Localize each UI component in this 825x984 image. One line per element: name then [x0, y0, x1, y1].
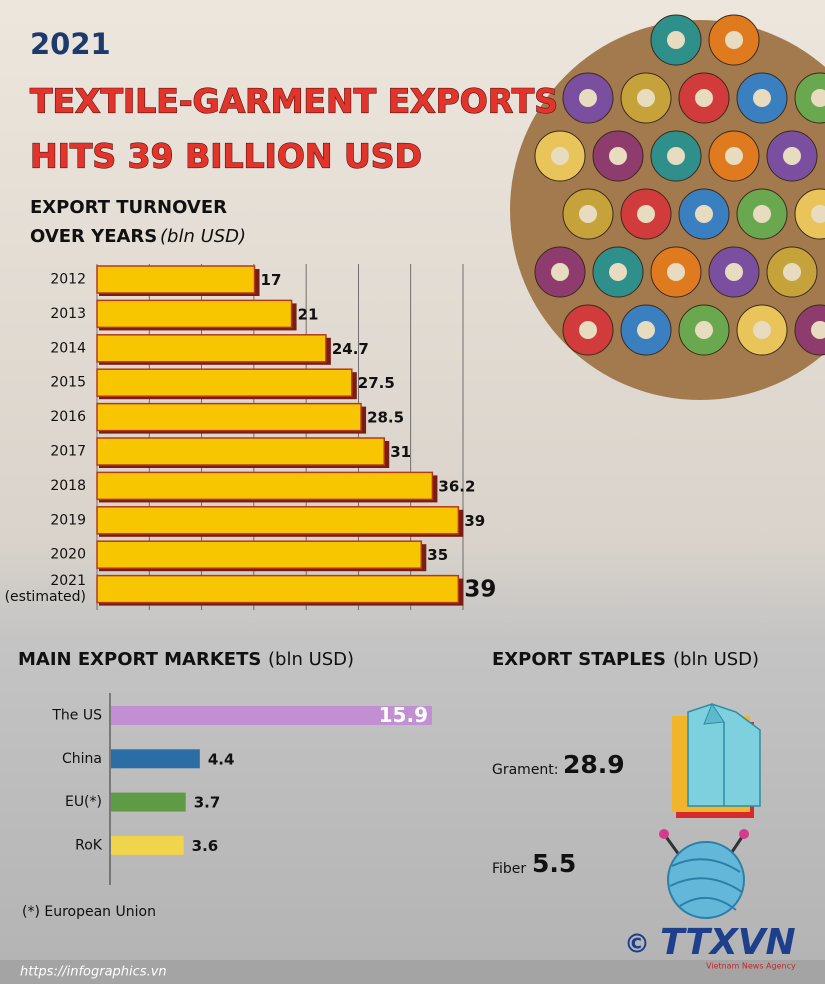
spool-hole: [783, 147, 801, 165]
value-label: 27.5: [358, 374, 395, 392]
bar: [96, 471, 434, 501]
spool-hole: [725, 31, 743, 49]
y-tick-label: 2019: [50, 512, 86, 528]
footer-strip: [0, 960, 825, 984]
spool-hole: [637, 205, 655, 223]
bar: [96, 368, 353, 397]
spool-hole: [551, 147, 569, 165]
bar: [96, 402, 362, 432]
spool-hole: [753, 321, 771, 339]
value-label: 15.9: [379, 703, 428, 727]
y-tick-label: China: [62, 751, 102, 767]
y-tick-label: 2017: [50, 444, 86, 460]
agency: Vietnam News Agency: [706, 962, 796, 971]
staple-label: Fiber: [492, 861, 526, 877]
bar: [96, 540, 423, 569]
value-label: 17: [261, 271, 282, 289]
value-label: 4.4: [208, 750, 235, 768]
bar: [111, 749, 200, 769]
bar: [96, 506, 460, 535]
value-label: 36.2: [438, 477, 475, 495]
y-tick-label: 2016: [50, 409, 86, 425]
spool: [794, 304, 825, 356]
chart-unit: (bln USD): [268, 649, 354, 670]
spool-hole: [579, 205, 597, 223]
yarn-icon: [659, 829, 749, 919]
spool-hole: [637, 321, 655, 339]
spool-hole: [811, 321, 825, 339]
value-label: 3.6: [192, 837, 219, 855]
shirt-icon: [672, 702, 761, 818]
value-label: 3.7: [194, 794, 221, 812]
y-tick-label: 2020: [50, 547, 86, 563]
bar: [96, 437, 385, 466]
staple-value: 28.9: [563, 750, 625, 779]
spool-hole: [753, 205, 771, 223]
chart-title: EXPORT TURNOVER OVER YEARS: [30, 197, 227, 247]
y-tick-label: 2018: [50, 478, 86, 494]
bar: [111, 835, 184, 855]
y-tick-label: The US: [51, 708, 102, 724]
spool-hole: [695, 321, 713, 339]
y-tick-label: 2015: [50, 375, 86, 391]
chart-unit: (bln USD): [160, 226, 246, 247]
copyright: ©: [624, 930, 650, 960]
spool-hole: [579, 321, 597, 339]
source: https://infographics.vn: [20, 965, 167, 980]
staple-value: 5.5: [532, 849, 576, 878]
staple-label: Grament:: [492, 762, 559, 778]
spool-hole: [783, 263, 801, 281]
spool-hole: [725, 263, 743, 281]
section-unit: (bln USD): [673, 649, 759, 670]
value-label: 21: [298, 305, 319, 323]
logo: TTXVN: [660, 922, 796, 963]
y-tick-label: EU(*): [65, 794, 102, 810]
spool-hole: [725, 147, 743, 165]
y-tick-label: RoK: [75, 837, 103, 853]
chart-title: MAIN EXPORT MARKETS: [18, 649, 261, 670]
y-tick-label: 2021 (estimated): [5, 573, 86, 605]
spool-hole: [551, 263, 569, 281]
value-label: 31: [390, 443, 411, 461]
spool-hole: [667, 31, 685, 49]
spool-hole: [579, 89, 597, 107]
bar: [96, 574, 460, 604]
value-label: 39: [464, 577, 496, 603]
y-tick-label: 2014: [50, 340, 86, 356]
spool-hole: [695, 205, 713, 223]
value-label: 39: [464, 512, 485, 530]
section-title: EXPORT STAPLES: [492, 649, 666, 670]
spool-hole: [695, 89, 713, 107]
spool: [794, 188, 825, 240]
title-line: TEXTILE-GARMENT EXPORTS: [30, 82, 558, 121]
bar: [111, 706, 432, 725]
title-line: HITS 39 BILLION USD: [30, 137, 422, 176]
spool-hole: [811, 205, 825, 223]
value-label: 24.7: [332, 340, 369, 358]
bar: [96, 265, 256, 294]
spool-hole: [667, 147, 685, 165]
y-tick-label: 2013: [50, 306, 86, 322]
spools-decoration: [534, 14, 825, 356]
year: 2021: [30, 27, 111, 61]
bar: [96, 299, 293, 329]
bar: [111, 792, 186, 812]
y-tick-label: 2012: [50, 272, 86, 288]
spool-hole: [609, 147, 627, 165]
spool-hole: [753, 89, 771, 107]
spool: [794, 72, 825, 124]
value-label: 35: [427, 546, 448, 564]
bar: [96, 334, 327, 363]
spool-hole: [637, 89, 655, 107]
spool-hole: [811, 89, 825, 107]
spool-hole: [609, 263, 627, 281]
value-label: 28.5: [367, 409, 404, 427]
spool-hole: [667, 263, 685, 281]
footnote: (*) European Union: [22, 904, 156, 920]
